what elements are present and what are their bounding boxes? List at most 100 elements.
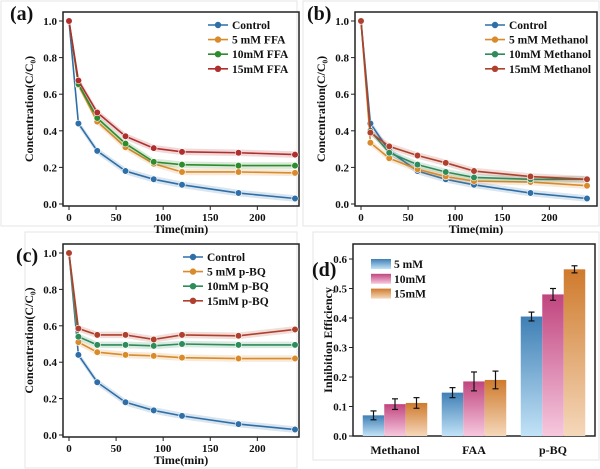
data-point: [291, 161, 299, 170]
data-point: [178, 354, 186, 362]
y-tick-label: 0.1: [333, 402, 347, 414]
data-point: [150, 144, 158, 152]
x-tick-label: 100: [155, 212, 172, 224]
data-point: [150, 335, 158, 344]
legend-marker: [214, 36, 222, 43]
data-point: [93, 341, 101, 349]
bar: [384, 404, 406, 436]
x-tick-label: 0: [66, 212, 72, 224]
y-tick-label: 0.4: [43, 126, 57, 138]
x-tick-label: 200: [541, 212, 558, 224]
y-tick-label: 0.2: [333, 372, 347, 384]
data-point: [291, 341, 299, 349]
y-tick-label: 0.2: [43, 394, 57, 406]
x-tick-label: 0: [358, 212, 364, 224]
data-point: [74, 76, 83, 85]
data-point: [385, 142, 393, 150]
data-point: [366, 129, 375, 137]
bar: [362, 415, 385, 436]
data-point: [93, 331, 101, 339]
data-point: [121, 331, 130, 339]
panel-b: 0.0 0.2 0.4 0.6 0.8 1.0 0 50 100 150 200 Time(min) C…: [307, 3, 598, 236]
x-tick-label: Methanol: [370, 443, 420, 457]
data-point: [65, 249, 73, 257]
data-point: [413, 161, 422, 169]
data-point: [291, 194, 299, 203]
data-point: [234, 168, 243, 176]
data-point: [178, 168, 186, 176]
legend-label: 15mM p-BQ: [207, 296, 269, 308]
data-point: [442, 159, 450, 167]
data-point: [93, 348, 101, 356]
y-tick-label: 0.3: [333, 343, 347, 355]
legend-marker: [189, 268, 197, 275]
bar: [542, 294, 564, 436]
data-point: [234, 161, 243, 170]
data-point: [178, 340, 186, 348]
y-tick-label: 1.0: [335, 16, 349, 28]
bar: [463, 381, 485, 436]
y-tick-label: 0.8: [335, 53, 349, 65]
x-tick-label: 50: [403, 212, 415, 224]
legend-swatch: [371, 273, 391, 284]
legend-marker: [189, 283, 197, 290]
data-point: [93, 147, 101, 155]
legend-marker: [491, 51, 499, 58]
data-point: [93, 108, 101, 117]
legend-marker: [491, 21, 499, 29]
data-point: [291, 150, 299, 159]
y-tick-label: 0.2: [43, 162, 57, 174]
panel-c-frame: [24, 231, 298, 469]
data-point: [150, 175, 158, 183]
data-point: [291, 169, 299, 177]
data-point: [357, 17, 365, 25]
data-point: [442, 168, 450, 176]
data-point: [150, 342, 158, 350]
data-point: [74, 333, 83, 341]
legend-swatch: [371, 259, 391, 269]
plot-frame: [62, 11, 300, 207]
x-tick-label: 50: [111, 443, 123, 455]
legend-label: 10mM p-BQ: [207, 281, 269, 293]
data-point: [583, 175, 591, 183]
y-tick-label: 0.0: [335, 199, 349, 211]
panel-label: (c): [16, 245, 38, 267]
panel-d-frame: [312, 231, 600, 461]
legend-marker: [491, 36, 499, 43]
data-point: [74, 324, 83, 333]
legend-label: 5 mM Methanol: [509, 35, 588, 47]
data-point: [413, 151, 422, 160]
legend-label: Control: [232, 20, 270, 32]
series-line: [68, 20, 296, 200]
data-point: [121, 341, 130, 349]
legend-marker: [491, 65, 499, 73]
x-tick-label: FAA: [462, 443, 486, 457]
y-axis-label: Concentration(C/C₀): [22, 287, 36, 393]
plot-frame: [354, 11, 598, 207]
data-point: [65, 17, 73, 25]
plot-frame: [62, 243, 300, 438]
data-point: [526, 172, 535, 181]
data-point: [121, 140, 130, 148]
y-tick-label: 0.8: [43, 53, 57, 65]
y-tick-label: 0.6: [43, 321, 57, 333]
y-tick-label: 0.0: [43, 430, 57, 442]
y-tick-label: 1.0: [43, 248, 57, 260]
y-tick-label: 0.6: [335, 89, 349, 101]
series-line: [68, 252, 296, 431]
series-line: [360, 20, 588, 181]
data-point: [234, 189, 243, 197]
data-point: [234, 354, 243, 363]
data-point: [178, 181, 186, 189]
x-tick-label: 150: [202, 443, 219, 455]
y-tick-label: 0.4: [333, 313, 347, 325]
panel-label: (b): [307, 3, 331, 25]
legend-label: 5 mM FFA: [232, 35, 286, 47]
legend-label: 10mM Methanol: [509, 49, 591, 61]
data-point: [291, 325, 299, 334]
data-point: [150, 352, 158, 360]
data-point: [93, 378, 101, 386]
data-point: [526, 189, 535, 197]
y-tick-label: 0.8: [43, 284, 57, 296]
data-point: [121, 132, 130, 140]
